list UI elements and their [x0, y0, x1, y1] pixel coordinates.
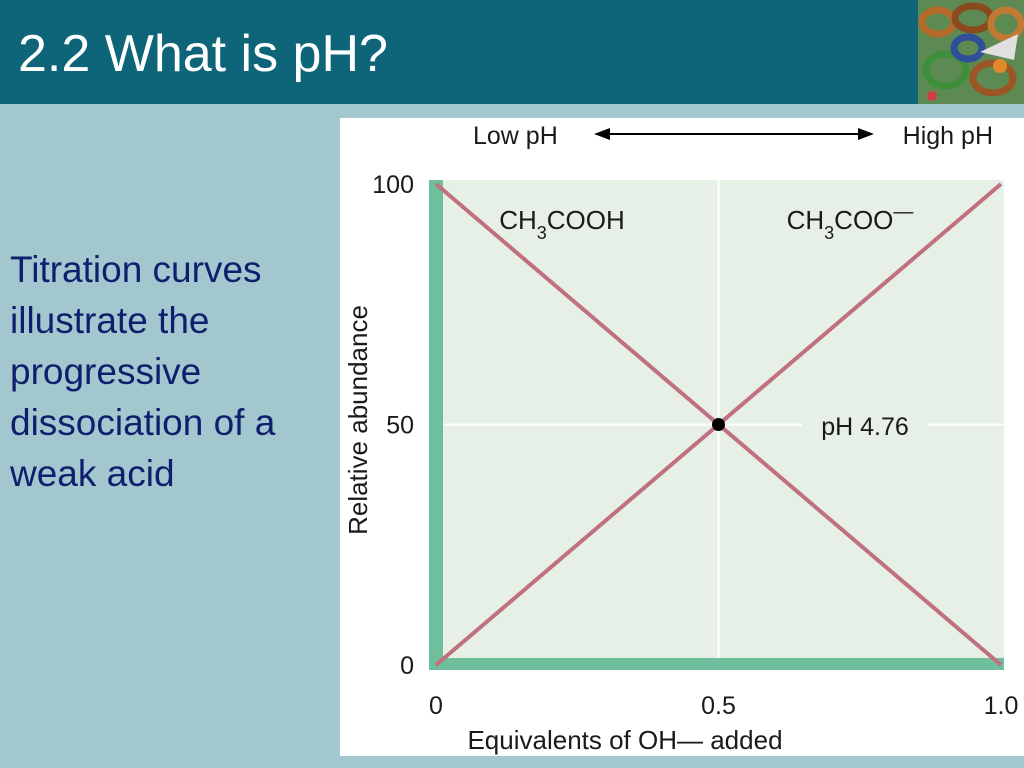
titration-chart: pH 4.76 CH3COOH CH3COO— 100 50 00 0.5 1.0 Equiva…	[343, 122, 1019, 755]
midpoint-label: pH 4.76	[821, 413, 909, 441]
x-axis-bar	[429, 658, 1004, 670]
slide-title: 2.2 What is pH?	[18, 25, 388, 83]
chart-panel: pH 4.76 CH3COOH CH3COO— 100 50 0 0 0.5 1.0 Equiva…	[340, 118, 1024, 756]
body-text: Titration curves illustrate the progress…	[10, 249, 276, 494]
ph-arrow-left-head	[594, 128, 610, 140]
low-ph-label: Low pH	[473, 122, 558, 150]
y-axis-bar	[429, 180, 443, 670]
x-axis-title: Equivalents of OH— added	[467, 725, 782, 755]
protein-structure-icon	[918, 0, 1024, 104]
high-ph-label: High pH	[903, 122, 993, 150]
midpoint-marker	[712, 418, 725, 431]
y-axis-title: Relative abundance	[343, 305, 373, 535]
series-label-1: CH3COOH	[499, 205, 625, 243]
y-tick-label: 100	[372, 171, 414, 199]
midpoint-label-bg	[802, 408, 928, 442]
title-bar: 2.2 What is pH?	[0, 0, 1024, 104]
x-tick-label: 1.0	[984, 692, 1019, 720]
x-tick-label: 0	[429, 692, 443, 720]
y-tick-label: 0	[400, 652, 414, 680]
x-tick-label: 0.5	[701, 692, 736, 720]
series-label-2: CH3COO—	[787, 201, 914, 243]
ph-arrow-right-head	[858, 128, 874, 140]
y-tick-label: 50	[386, 412, 414, 440]
